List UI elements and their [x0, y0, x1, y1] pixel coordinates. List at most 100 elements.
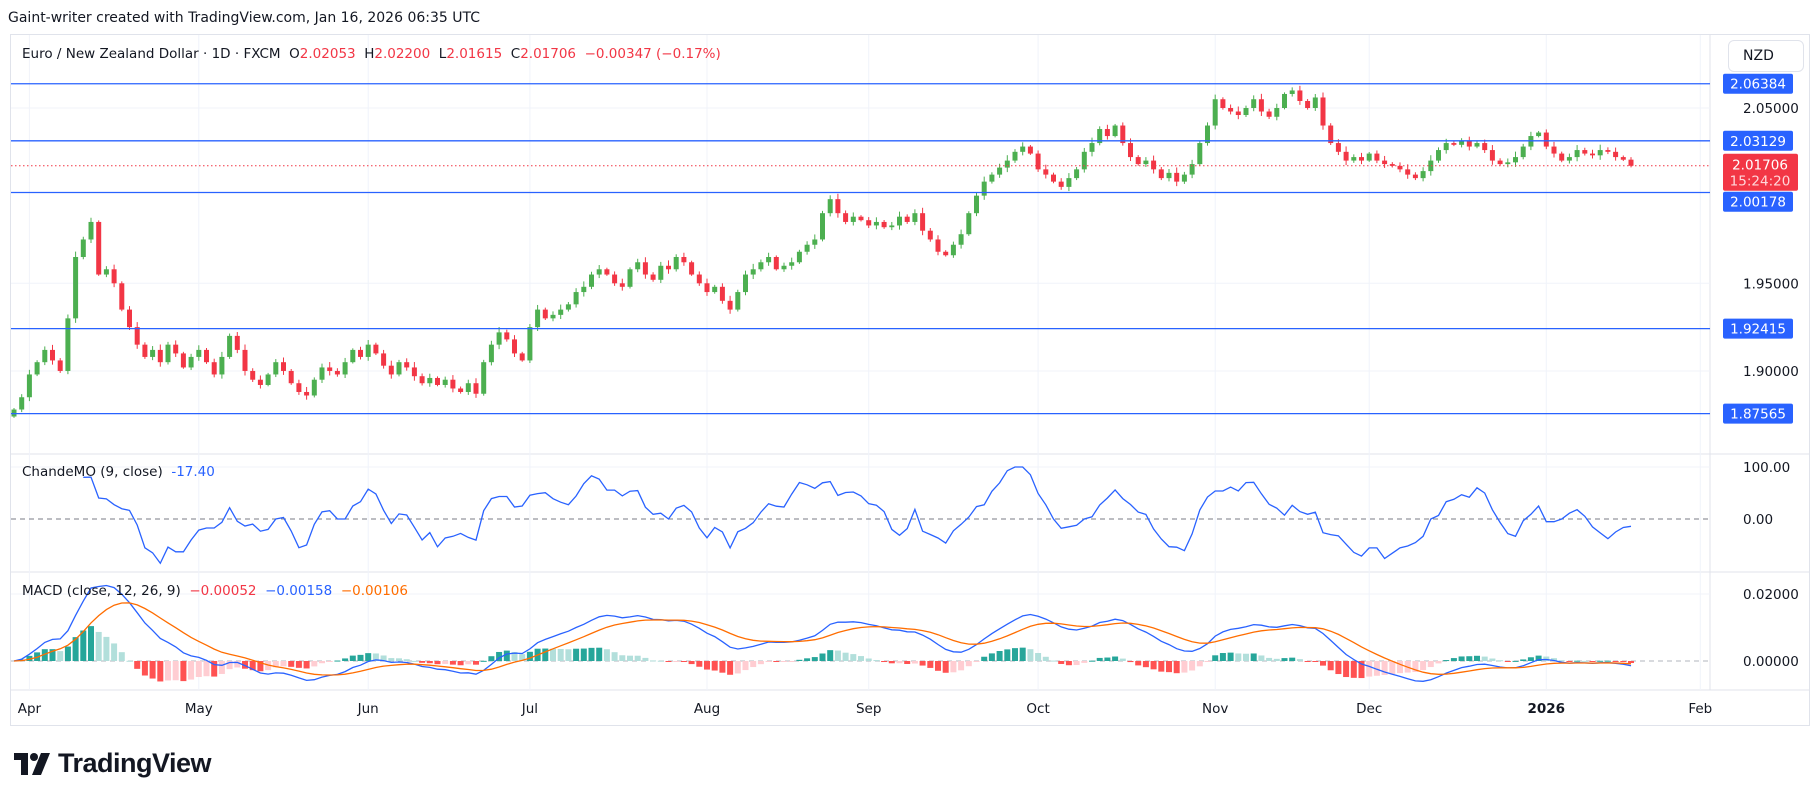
candle-down: [1266, 111, 1272, 117]
macd-histogram-bar: [550, 648, 556, 661]
macd-histogram-bar: [149, 661, 156, 679]
level-price-badge: [1723, 73, 1793, 94]
candle-up: [150, 349, 156, 357]
candle-down: [858, 216, 864, 221]
currency-button[interactable]: NZD: [1728, 40, 1804, 72]
macd-histogram-bar: [827, 650, 834, 661]
candle-up: [1274, 108, 1280, 117]
candle-down: [142, 344, 148, 357]
macd-histogram-bar: [1497, 660, 1504, 662]
macd-histogram-bar: [1065, 661, 1072, 666]
chart-credit: Gaint-writer created with TradingView.co…: [8, 10, 480, 26]
candle-down: [327, 367, 333, 371]
macd-histogram-bar: [1204, 661, 1211, 662]
candle-down: [173, 344, 179, 354]
candle-down: [1258, 99, 1264, 112]
candle-down: [696, 274, 702, 284]
candle-down: [1058, 181, 1064, 187]
candle-up: [1004, 160, 1010, 168]
macd-histogram-bar: [434, 661, 441, 665]
macd-title[interactable]: MACD (close, 12, 26, 9): [22, 583, 181, 599]
macd-histogram-bar: [1012, 648, 1018, 661]
candle-up: [365, 344, 371, 357]
macd-histogram-bar: [942, 661, 949, 673]
candle-down: [719, 286, 725, 301]
candle-up: [1428, 160, 1434, 172]
macd-histogram-bar: [465, 661, 472, 665]
macd-histogram-bar: [1227, 652, 1234, 661]
candle-up: [273, 362, 279, 375]
macd-histogram-bar: [1142, 661, 1149, 668]
macd-histogram-bar: [1004, 649, 1011, 661]
candle-down: [1359, 157, 1364, 161]
macd-histogram-bar: [1166, 661, 1172, 673]
macd-histogram-bar: [958, 661, 965, 671]
candle-up: [812, 239, 818, 245]
candle-down: [1320, 97, 1326, 126]
chart-frame: [10, 34, 1810, 726]
candle-up: [827, 199, 833, 214]
candle-down: [450, 379, 456, 389]
candle-down: [242, 349, 248, 371]
candle-down: [1466, 141, 1472, 147]
candle-down: [1135, 157, 1141, 165]
candle-up: [750, 269, 756, 275]
macd-histogram-bar: [165, 661, 171, 681]
macd-histogram-bar: [996, 651, 1003, 661]
macd-histogram-bar: [973, 661, 980, 662]
macd-histogram-bar: [357, 654, 364, 661]
macd-histogram-bar: [1050, 660, 1057, 662]
macd-histogram-bar: [842, 652, 849, 661]
macd-legend: MACD (close, 12, 26, 9) −0.00052 −0.0015…: [22, 583, 408, 599]
macd-histogram-bar: [1604, 660, 1611, 662]
macd-histogram-bar: [788, 661, 795, 662]
macd-histogram-bar: [396, 658, 402, 661]
candle-down: [1027, 146, 1033, 154]
tradingview-logo[interactable]: TradingView: [14, 748, 212, 779]
candle-up: [396, 362, 402, 375]
candle-down: [650, 274, 656, 280]
candle-up: [42, 349, 48, 363]
candle-up: [804, 244, 810, 252]
candle-up: [219, 356, 225, 375]
macd-histogram-bar: [542, 648, 549, 661]
candle-down: [1482, 143, 1488, 151]
candle-up: [1205, 125, 1210, 144]
candle-down: [642, 262, 648, 275]
time-axis-label: Oct: [1026, 701, 1049, 717]
macd-histogram-bar: [950, 661, 957, 673]
level-price-label: 2.00178: [1730, 195, 1786, 211]
macd-histogram-bar: [734, 661, 741, 674]
candle-down: [727, 300, 733, 310]
macd-histogram-bar: [1373, 661, 1380, 676]
cmo-title[interactable]: ChandeMO (9, close): [22, 464, 163, 480]
candle-down: [250, 370, 256, 380]
candle-up: [1181, 174, 1187, 182]
macd-histogram-bar: [1042, 656, 1049, 661]
macd-histogram-bar: [1458, 656, 1465, 661]
high-label: H: [364, 46, 375, 62]
candle-up: [1197, 143, 1203, 165]
macd-histogram-bar: [111, 643, 118, 661]
time-axis-label: Feb: [1688, 701, 1712, 717]
candle-down: [881, 221, 887, 228]
candle-up: [796, 251, 802, 263]
macd-histogram-bar: [1612, 661, 1619, 662]
candle-up: [850, 216, 856, 222]
macd-histogram-bar: [1327, 661, 1334, 671]
symbol-name[interactable]: Euro / New Zealand Dollar · 1D · FXCM: [22, 46, 281, 62]
macd-histogram-bar: [1135, 661, 1142, 666]
candle-up: [1436, 150, 1441, 161]
macd-histogram-bar: [157, 661, 164, 682]
candle-up: [442, 379, 448, 385]
candle-down: [1297, 90, 1303, 101]
macd-histogram-bar: [1512, 660, 1519, 662]
macd-histogram-bar: [1581, 660, 1588, 662]
macd-histogram-bar: [1335, 661, 1342, 675]
macd-histogram-bar: [965, 661, 972, 667]
cmo-value: -17.40: [171, 464, 215, 480]
macd-histogram-bar: [1558, 660, 1565, 662]
candle-down: [1620, 157, 1626, 160]
candle-down: [458, 388, 464, 392]
